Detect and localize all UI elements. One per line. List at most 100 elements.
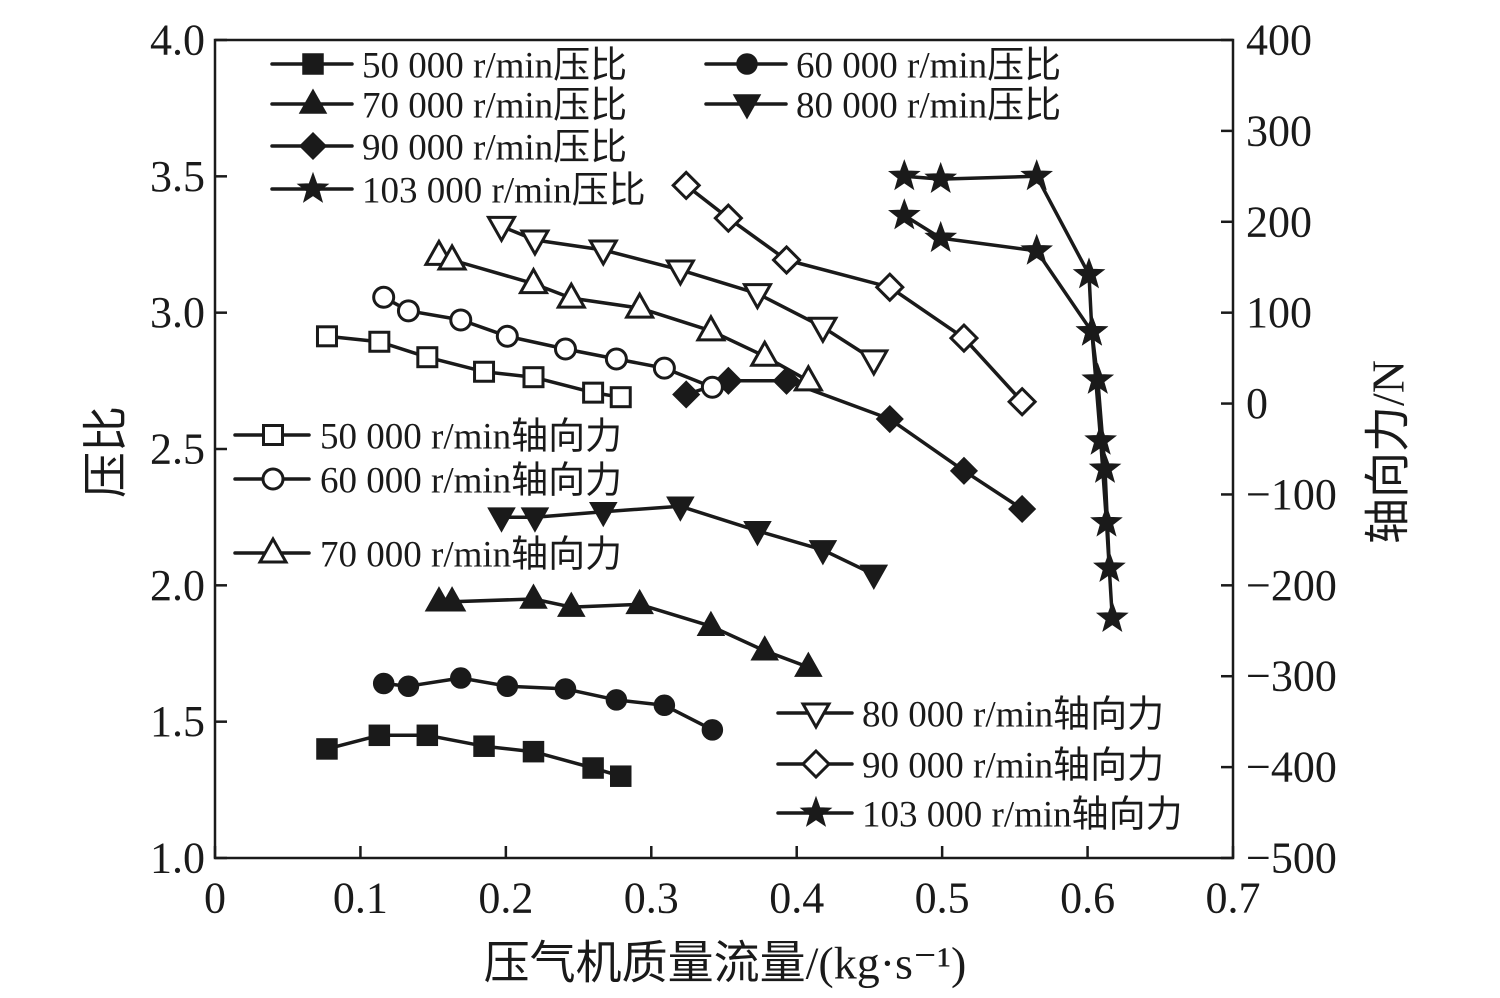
axial-force-90000-point — [713, 203, 744, 234]
x-tick-label: 0.2 — [478, 874, 533, 923]
pressure-ratio-60000-point — [653, 694, 676, 717]
pressure-ratio-103000-point — [1084, 423, 1117, 455]
legend-label: 80 000 r/min轴向力 — [862, 694, 1164, 736]
axis-ticks — [213, 38, 1235, 860]
y2-tick-label: 300 — [1246, 106, 1312, 155]
pressure-ratio-60000-point — [554, 678, 577, 700]
pressure-ratio-70000-point — [750, 635, 780, 661]
y2-tick-label: −100 — [1246, 470, 1337, 519]
axial-force-70000-point — [436, 242, 468, 271]
y-tick-label: 1.0 — [150, 834, 205, 883]
pressure-ratio-70000-point — [696, 610, 726, 636]
legend-entry-pressure-ratio-103000: 103 000 r/min压比 — [270, 171, 646, 212]
legend-entry-pressure-ratio-90000: 90 000 r/min压比 — [270, 128, 627, 169]
axial-force-60000-point — [652, 356, 676, 380]
pressure-ratio-103000-point — [1020, 159, 1053, 191]
axial-force-50000-point — [315, 325, 338, 348]
axial-force-60000-point — [553, 337, 577, 361]
x-axis-title: 压气机质量流量/(kg·s⁻¹) — [484, 938, 967, 989]
axial-force-60000-point — [495, 324, 519, 348]
pressure-ratio-103000-point — [1095, 600, 1129, 632]
legend-label: 90 000 r/min压比 — [362, 128, 627, 169]
legend-entry-axial-force-80000: 80 000 r/min轴向力 — [776, 694, 1164, 736]
axial-force-80000-point — [858, 349, 890, 377]
pressure-ratio-70000-point — [794, 651, 823, 677]
x-tick-label: 0.3 — [624, 874, 679, 923]
axial-force-103000-point — [1081, 362, 1115, 394]
y-tick-label: 3.5 — [150, 152, 205, 201]
pressure-ratio-60000-point — [701, 719, 724, 741]
pressure-ratio-70000-point — [557, 591, 586, 617]
axial-force-80000-point — [519, 229, 551, 258]
axial-force-103000-point — [888, 198, 921, 230]
legend-entry-axial-force-103000: 103 000 r/min轴向力 — [776, 794, 1183, 836]
legend-marker — [736, 53, 758, 75]
axial-force-103000-point — [1020, 233, 1053, 265]
y-tick-label: 2.0 — [150, 561, 205, 610]
legend-label: 90 000 r/min轴向力 — [862, 745, 1164, 787]
axial-force-103000-point — [1075, 314, 1109, 346]
legend-marker — [298, 88, 328, 114]
pressure-ratio-50000-point — [609, 765, 632, 787]
legend-entry-axial-force-50000: 50 000 r/min轴向力 — [233, 416, 622, 458]
y2-tick-label: 0 — [1246, 379, 1268, 428]
legend-entry-pressure-ratio-80000: 80 000 r/min压比 — [704, 86, 1061, 127]
pressure-ratio-60000-point — [397, 675, 420, 697]
axial-force-70000-point — [749, 339, 781, 367]
axial-force-103000-point — [1088, 451, 1122, 483]
legend-marker — [732, 94, 762, 120]
axial-force-70000-point — [695, 313, 727, 342]
legend-marker — [261, 467, 285, 491]
axial-force-90000-point — [948, 322, 980, 354]
y2-axis-title: 轴向力/N — [1363, 360, 1414, 544]
y-tick-label: 1.5 — [150, 697, 205, 746]
axial-force-60000-point — [396, 299, 420, 323]
legend-label: 80 000 r/min压比 — [796, 86, 1061, 127]
legend-marker — [298, 131, 328, 161]
axial-force-90000-point — [874, 272, 905, 303]
y-tick-label: 2.5 — [150, 425, 205, 474]
x-tick-label: 0 — [204, 874, 226, 923]
pressure-ratio-90000-line — [684, 379, 1024, 511]
pressure-ratio-90000-point — [772, 366, 801, 395]
legend-marker — [800, 702, 832, 731]
axial-force-70000-point — [555, 281, 587, 309]
pressure-ratio-103000-point — [1072, 257, 1106, 289]
axial-force-60000-point — [372, 285, 396, 309]
y2-tick-label: −300 — [1246, 652, 1337, 701]
x-tick-label: 0.5 — [915, 874, 970, 923]
axial-force-50000-point — [473, 360, 496, 383]
legend-marker — [302, 53, 324, 75]
x-tick-label: 0.6 — [1060, 874, 1115, 923]
pressure-ratio-103000-point — [924, 161, 958, 193]
axial-force-90000-point — [1007, 386, 1038, 417]
pressure-ratio-90000-point — [672, 380, 701, 409]
pressure-ratio-50000-point — [416, 724, 439, 747]
axial-force-103000-line — [902, 213, 1112, 570]
y-axis-title: 压比 — [81, 406, 132, 498]
axial-force-90000-point — [771, 244, 802, 276]
axial-force-80000-point — [807, 316, 839, 345]
axial-force-80000-point — [664, 259, 696, 287]
y-tick-label: 4.0 — [150, 16, 205, 65]
pressure-ratio-50000-point — [316, 738, 338, 760]
axial-force-60000-point — [449, 308, 473, 332]
axial-force-80000-point — [587, 239, 619, 268]
pressure-ratio-50000-point — [473, 735, 495, 757]
axial-force-70000-point — [792, 363, 824, 392]
pressure-ratio-80000-point — [859, 564, 889, 590]
legend-entry-axial-force-70000: 70 000 r/min轴向力 — [233, 534, 622, 576]
pressure-ratio-70000-point — [519, 583, 548, 609]
legend-marker — [262, 424, 284, 446]
pressure-ratio-90000-point — [949, 456, 979, 485]
legend-label: 50 000 r/min压比 — [362, 46, 627, 87]
axial-force-103000-point — [924, 220, 958, 253]
axial-force-50000-point — [522, 366, 545, 389]
legend-label: 60 000 r/min压比 — [796, 46, 1061, 87]
series-markers — [315, 159, 1129, 787]
axial-force-70000-line — [437, 253, 811, 383]
axial-force-50000-point — [582, 381, 605, 404]
pressure-ratio-90000-point — [875, 404, 904, 434]
